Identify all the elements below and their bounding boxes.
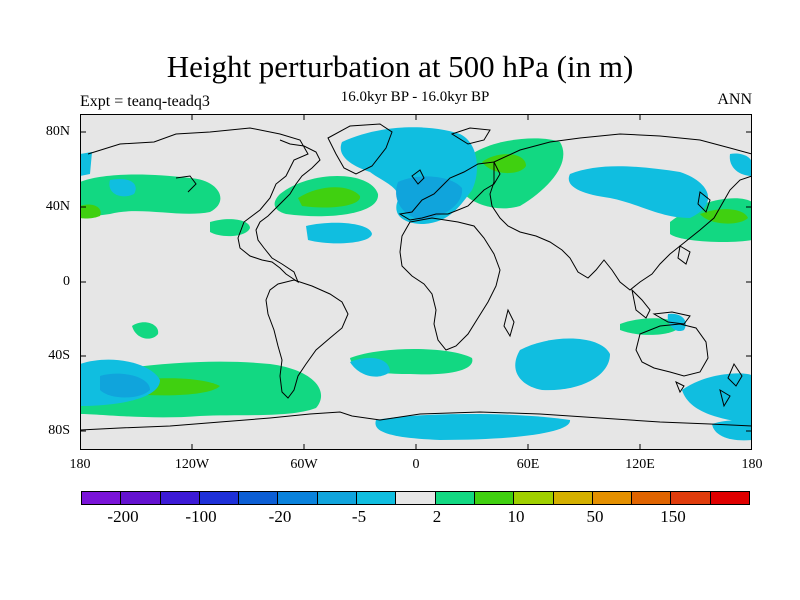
strong-negative-regions: [100, 176, 463, 398]
lon-label-180e: 180: [741, 457, 763, 472]
colorbar-swatch: [553, 492, 593, 504]
colorbar-label: 10: [507, 507, 525, 526]
colorbar: [81, 491, 750, 505]
lon-label-0: 0: [412, 457, 420, 472]
lat-label-40n: 40N: [45, 199, 70, 214]
anomaly-fields: [80, 127, 752, 441]
colorbar-swatch: [317, 492, 358, 504]
colorbar-swatch: [121, 492, 161, 504]
lon-label-180w: 180: [69, 457, 91, 472]
colorbar-swatch: [514, 492, 554, 504]
colorbar-swatch: [239, 492, 279, 504]
lon-label-60w: 60W: [290, 457, 318, 472]
colorbar-swatch: [278, 492, 318, 504]
colorbar-swatch: [671, 492, 711, 504]
lon-label-120w: 120W: [174, 457, 210, 472]
colorbar-swatch: [160, 492, 200, 504]
colorbar-label: -100: [185, 507, 217, 526]
colorbar-swatch: [82, 492, 122, 504]
colorbar-swatch: [710, 492, 750, 504]
colorbar-swatch: [435, 492, 475, 504]
lat-label-80s: 80S: [48, 423, 70, 438]
coastlines: [80, 123, 752, 431]
colorbar-swatch: [357, 492, 397, 504]
lon-label-120e: 120E: [625, 457, 655, 472]
colorbar-label: 2: [432, 507, 442, 526]
season-label: ANN: [717, 91, 752, 108]
map-panel: [80, 114, 752, 450]
negative-anomaly-regions: [80, 127, 752, 441]
experiment-label: Expt = teanq-teadq3: [80, 93, 210, 110]
colorbar-swatch: [396, 492, 436, 504]
colorbar-label: 150: [660, 507, 686, 526]
colorbar-label: -5: [351, 507, 367, 526]
colorbar-label: 50: [586, 507, 604, 526]
lon-label-60e: 60E: [516, 457, 540, 472]
plot-title: Height perturbation at 500 hPa (in m): [166, 49, 634, 84]
colorbar-label: -20: [268, 507, 292, 526]
lat-label-0: 0: [63, 274, 70, 289]
colorbar-label: -200: [107, 507, 139, 526]
lat-label-40s: 40S: [48, 348, 70, 363]
colorbar-swatch: [592, 492, 633, 504]
map-svg: [80, 114, 752, 450]
colorbar-swatch: [632, 492, 672, 504]
axis-ticks: [80, 114, 752, 450]
lat-label-80n: 80N: [45, 124, 70, 139]
colorbar-swatch: [474, 492, 515, 504]
plot-subtitle: 16.0kyr BP - 16.0kyr BP: [340, 89, 490, 105]
colorbar-swatch: [199, 492, 240, 504]
